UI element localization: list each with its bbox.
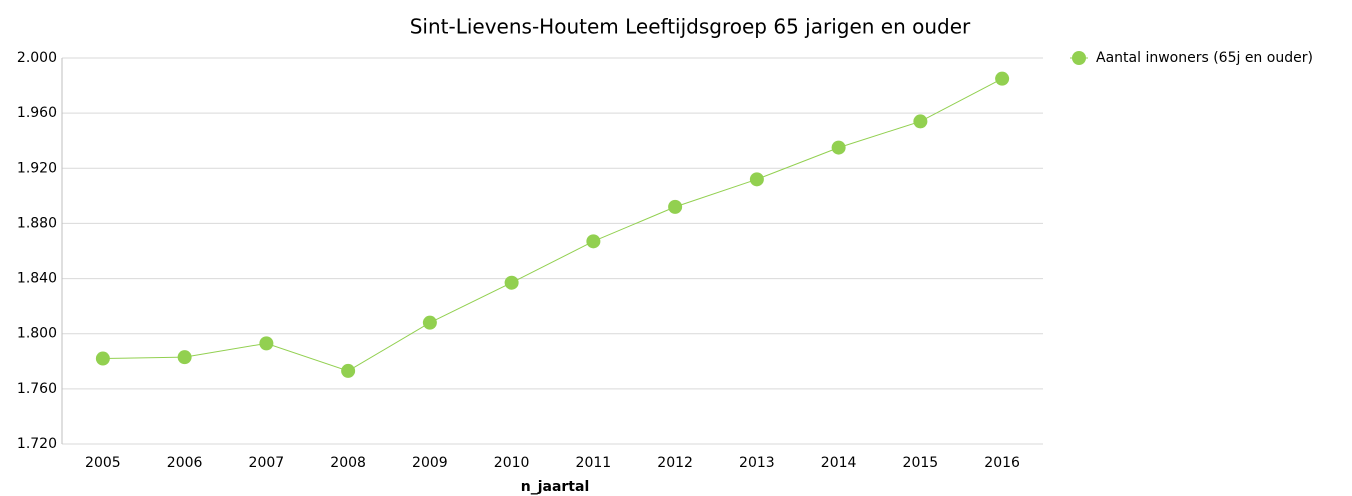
- x-tick-label: 2013: [739, 455, 775, 471]
- x-axis-title: n_jaartal: [521, 479, 590, 495]
- data-point: [259, 336, 274, 351]
- x-tick-label: 2007: [249, 455, 285, 471]
- series-line: [102, 78, 1003, 372]
- legend-label: Aantal inwoners (65j en ouder): [1096, 50, 1313, 66]
- data-point: [95, 351, 110, 366]
- x-tick-label: 2005: [85, 455, 121, 471]
- x-tick-label: 2006: [167, 455, 203, 471]
- x-tick-label: 2009: [412, 455, 448, 471]
- y-tick-label: 1.960: [17, 105, 57, 121]
- x-tick-label: 2010: [494, 455, 530, 471]
- legend-marker: [1072, 51, 1086, 65]
- data-point: [995, 71, 1010, 86]
- y-tick-label: 2.000: [17, 50, 57, 66]
- y-tick-label: 1.880: [17, 215, 57, 231]
- y-tick-label: 1.760: [17, 381, 57, 397]
- data-point: [913, 114, 928, 129]
- x-tick-label: 2011: [576, 455, 612, 471]
- chart-title: Sint-Lievens-Houtem Leeftijdsgroep 65 ja…: [410, 15, 971, 39]
- y-tick-label: 1.840: [17, 271, 57, 287]
- data-point: [422, 315, 437, 330]
- x-tick-label: 2012: [657, 455, 693, 471]
- data-point: [668, 199, 683, 214]
- y-tick-label: 1.800: [17, 326, 57, 342]
- data-point: [831, 140, 846, 155]
- y-tick-label: 1.920: [17, 160, 57, 176]
- y-tick-label: 1.720: [17, 436, 57, 452]
- data-point: [586, 234, 601, 249]
- x-tick-label: 2016: [984, 455, 1020, 471]
- x-tick-label: 2008: [330, 455, 366, 471]
- data-point: [341, 363, 356, 378]
- data-point: [504, 275, 519, 290]
- x-tick-label: 2014: [821, 455, 857, 471]
- x-tick-label: 2015: [903, 455, 939, 471]
- data-point: [749, 172, 764, 187]
- data-point: [177, 350, 192, 365]
